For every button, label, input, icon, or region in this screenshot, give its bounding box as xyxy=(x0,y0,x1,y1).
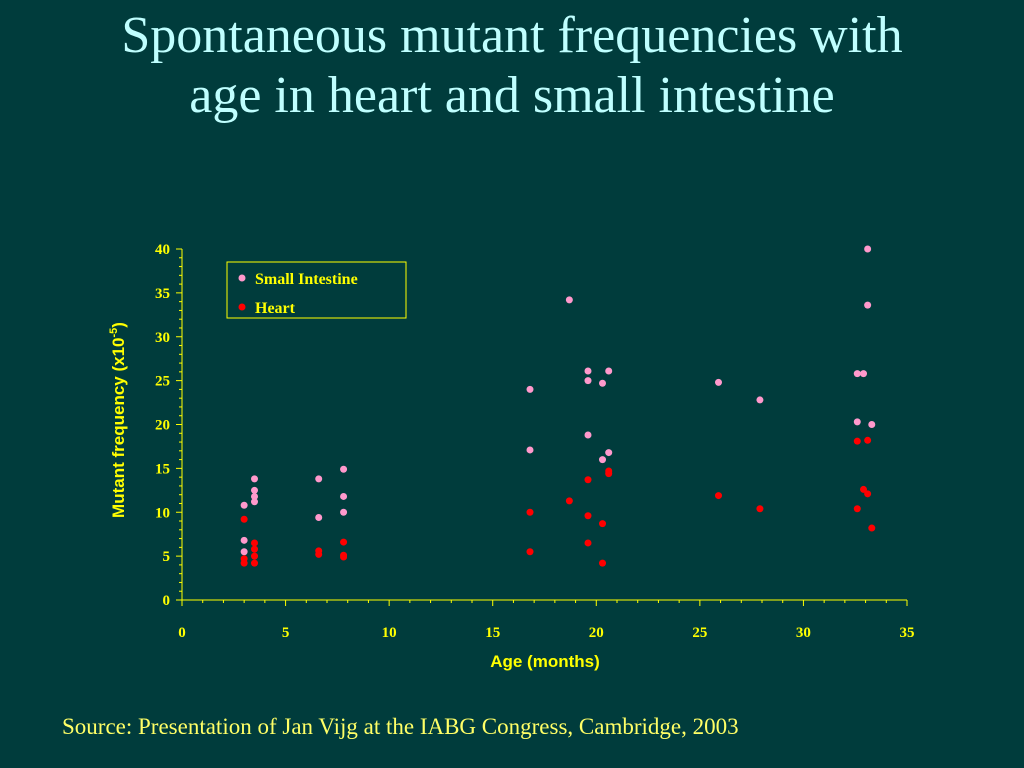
data-point-small-intestine xyxy=(340,492,348,500)
data-point-small-intestine xyxy=(340,508,348,516)
x-tick-label: 0 xyxy=(178,625,186,641)
slide-title-line-2: age in heart and small intestine xyxy=(189,67,835,124)
y-tick-label: 20 xyxy=(155,418,170,434)
source-note: Source: Presentation of Jan Vijg at the … xyxy=(62,714,739,739)
x-tick-label: 10 xyxy=(382,625,397,641)
y-axis-label: Mutant frequency (x10-5) xyxy=(108,322,128,518)
slide-title-line-1: Spontaneous mutant frequencies with xyxy=(121,7,903,64)
data-point-small-intestine xyxy=(584,367,592,375)
data-point-heart xyxy=(340,553,348,561)
data-point-small-intestine xyxy=(251,486,258,494)
slide-title: Spontaneous mutant frequencies with age … xyxy=(0,6,1024,126)
data-point-small-intestine xyxy=(240,536,248,544)
data-point-heart xyxy=(240,559,248,567)
data-point-heart xyxy=(251,545,258,553)
y-axis-label-exponent: -5 xyxy=(108,328,120,338)
data-point-heart xyxy=(853,505,861,513)
legend-marker-small-intestine xyxy=(238,274,246,282)
data-point-heart xyxy=(584,512,592,520)
y-tick-label: 5 xyxy=(163,549,171,565)
data-point-small-intestine xyxy=(251,475,258,483)
data-point-heart xyxy=(240,515,248,523)
data-point-heart xyxy=(251,539,258,547)
data-point-heart xyxy=(340,538,348,546)
data-point-small-intestine xyxy=(605,449,613,457)
data-point-heart xyxy=(526,508,534,516)
data-point-small-intestine xyxy=(315,514,323,522)
x-tick-label: 35 xyxy=(900,625,915,641)
data-point-small-intestine xyxy=(853,418,861,426)
y-axis-label-close: ) xyxy=(109,322,128,328)
data-point-small-intestine xyxy=(860,370,867,378)
data-point-small-intestine xyxy=(251,498,258,506)
data-point-heart xyxy=(853,437,861,445)
data-point-small-intestine xyxy=(853,370,861,378)
legend-label-small-intestine: Small Intestine xyxy=(255,271,358,288)
data-point-heart xyxy=(599,559,606,567)
data-point-heart xyxy=(565,497,573,505)
data-point-small-intestine xyxy=(526,446,534,454)
data-point-small-intestine xyxy=(599,379,606,387)
data-point-small-intestine xyxy=(599,456,606,464)
y-tick-label: 25 xyxy=(155,374,170,390)
data-point-heart xyxy=(584,476,592,484)
y-tick-label: 40 xyxy=(155,242,170,258)
data-point-heart xyxy=(584,539,592,547)
legend-marker-heart xyxy=(238,303,246,311)
data-point-heart xyxy=(864,490,872,498)
chart-legend: Small Intestine Heart xyxy=(226,261,407,319)
x-tick-label: 20 xyxy=(589,625,604,641)
data-point-small-intestine xyxy=(584,431,592,439)
data-point-small-intestine xyxy=(240,548,248,556)
data-point-heart xyxy=(599,520,606,528)
chart-ticks: 0 5 10 15 20 25 30 35 40 0 5 10 15 20 25 30 35 xyxy=(155,242,915,641)
data-point-small-intestine xyxy=(864,245,872,253)
data-point-small-intestine xyxy=(756,396,764,404)
data-point-heart xyxy=(315,550,323,558)
data-point-heart xyxy=(715,492,722,500)
data-point-heart xyxy=(251,552,258,560)
y-tick-label: 15 xyxy=(155,461,170,477)
x-axis-label: Age (months) xyxy=(490,652,600,671)
y-tick-label: 35 xyxy=(155,286,170,302)
x-tick-label: 25 xyxy=(692,625,707,641)
data-point-heart xyxy=(526,548,534,556)
data-point-heart xyxy=(860,485,867,493)
data-point-small-intestine xyxy=(868,421,876,428)
x-tick-label: 30 xyxy=(796,625,811,641)
data-point-small-intestine xyxy=(864,301,872,309)
data-point-small-intestine xyxy=(565,296,573,304)
data-point-small-intestine xyxy=(605,367,613,375)
y-axis-label-main: Mutant frequency (x10 xyxy=(109,338,128,518)
legend-box xyxy=(226,261,407,319)
x-tick-label: 15 xyxy=(485,625,500,641)
data-point-small-intestine xyxy=(584,377,592,385)
data-point-heart xyxy=(756,505,764,513)
data-point-small-intestine xyxy=(251,492,258,500)
data-point-small-intestine xyxy=(526,385,534,393)
data-point-small-intestine xyxy=(340,465,348,473)
data-point-small-intestine xyxy=(240,501,248,509)
data-point-small-intestine xyxy=(715,378,722,386)
y-tick-label: 0 xyxy=(163,593,171,609)
data-point-small-intestine xyxy=(315,475,323,483)
data-point-heart xyxy=(605,470,613,478)
y-tick-label: 30 xyxy=(155,330,170,346)
y-tick-label: 10 xyxy=(155,505,170,521)
x-tick-label: 5 xyxy=(282,625,290,641)
data-point-heart xyxy=(251,559,258,567)
data-point-heart xyxy=(868,524,876,532)
chart-points xyxy=(240,245,876,567)
legend-label-heart: Heart xyxy=(255,300,296,317)
data-point-heart xyxy=(864,436,872,444)
